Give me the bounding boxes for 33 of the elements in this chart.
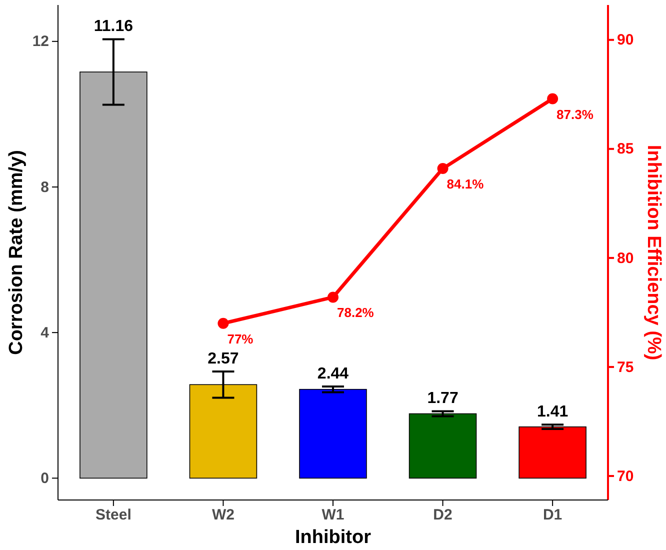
point: [547, 93, 558, 104]
x-tick-label: D1: [542, 506, 562, 524]
y-tick-label: 4: [40, 324, 50, 342]
data-label: 78.2%: [337, 305, 374, 320]
y2-tick-label: 85: [617, 140, 634, 158]
y2-tick-label: 75: [617, 358, 634, 376]
point: [328, 292, 338, 303]
x-tick-label: D2: [433, 506, 452, 524]
point: [218, 318, 229, 329]
data-label: 2.44: [317, 365, 349, 382]
data-label: 1.41: [536, 404, 568, 421]
x-tick-label: W1: [322, 506, 344, 524]
y2-tick-label: 70: [617, 468, 634, 485]
y2-tick-label: 90: [617, 32, 634, 49]
y-tick-label: 12: [32, 33, 49, 50]
x-tick-label: W2: [212, 506, 234, 524]
x-axis-title: Inhibitor: [295, 527, 372, 548]
bar: [299, 388, 367, 479]
data-label: 77%: [227, 331, 254, 346]
bar: [408, 413, 477, 479]
y-tick-label: 8: [40, 178, 49, 196]
bar: [518, 426, 586, 479]
y-axis-title: Corrosion Rate (mm/y): [6, 150, 27, 355]
y-tick-label: 0: [40, 470, 49, 487]
data-label: 2.57: [208, 350, 239, 368]
data-label: 11.16: [94, 18, 134, 36]
point: [437, 163, 448, 174]
data-label: 1.77: [427, 390, 458, 408]
y2-tick-label: 80: [617, 250, 634, 267]
x-tick-label: Steel: [96, 506, 132, 524]
data-label: 87.3%: [556, 106, 594, 122]
data-label: 84.1%: [446, 176, 484, 192]
y2-axis-title: Inhibition Efficiency (%): [643, 144, 664, 360]
